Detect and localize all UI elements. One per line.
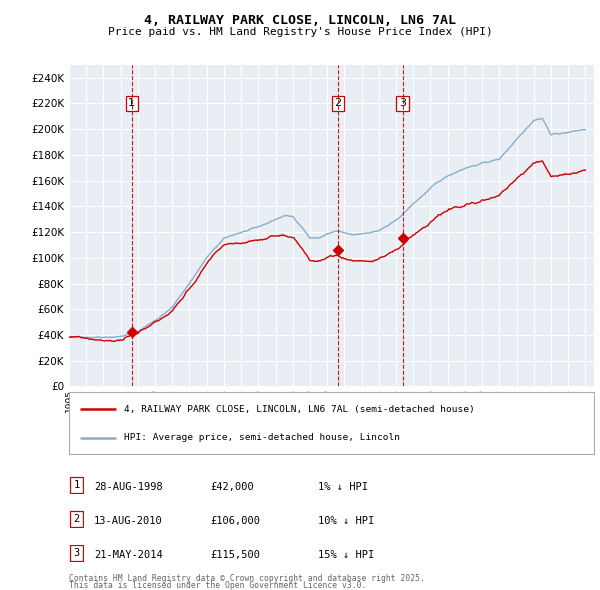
Text: 10% ↓ HPI: 10% ↓ HPI	[318, 516, 374, 526]
Text: 4, RAILWAY PARK CLOSE, LINCOLN, LN6 7AL (semi-detached house): 4, RAILWAY PARK CLOSE, LINCOLN, LN6 7AL …	[124, 405, 475, 414]
Text: 21-MAY-2014: 21-MAY-2014	[94, 550, 163, 560]
Text: £106,000: £106,000	[210, 516, 260, 526]
Text: 2: 2	[334, 99, 341, 109]
Text: Price paid vs. HM Land Registry's House Price Index (HPI): Price paid vs. HM Land Registry's House …	[107, 28, 493, 37]
Text: 13-AUG-2010: 13-AUG-2010	[94, 516, 163, 526]
FancyBboxPatch shape	[70, 545, 83, 562]
Text: 2: 2	[73, 514, 80, 524]
Text: HPI: Average price, semi-detached house, Lincoln: HPI: Average price, semi-detached house,…	[124, 433, 400, 442]
Text: 3: 3	[399, 99, 406, 109]
FancyBboxPatch shape	[69, 392, 594, 454]
FancyBboxPatch shape	[70, 477, 83, 493]
Text: 15% ↓ HPI: 15% ↓ HPI	[318, 550, 374, 560]
Text: £42,000: £42,000	[210, 482, 254, 491]
FancyBboxPatch shape	[70, 511, 83, 527]
Text: 1: 1	[128, 99, 136, 109]
Text: This data is licensed under the Open Government Licence v3.0.: This data is licensed under the Open Gov…	[69, 581, 367, 590]
Text: 1: 1	[73, 480, 80, 490]
Text: 1% ↓ HPI: 1% ↓ HPI	[318, 482, 368, 491]
Text: £115,500: £115,500	[210, 550, 260, 560]
Text: 28-AUG-1998: 28-AUG-1998	[94, 482, 163, 491]
Text: 4, RAILWAY PARK CLOSE, LINCOLN, LN6 7AL: 4, RAILWAY PARK CLOSE, LINCOLN, LN6 7AL	[144, 14, 456, 27]
Text: Contains HM Land Registry data © Crown copyright and database right 2025.: Contains HM Land Registry data © Crown c…	[69, 574, 425, 583]
Text: 3: 3	[73, 549, 80, 558]
